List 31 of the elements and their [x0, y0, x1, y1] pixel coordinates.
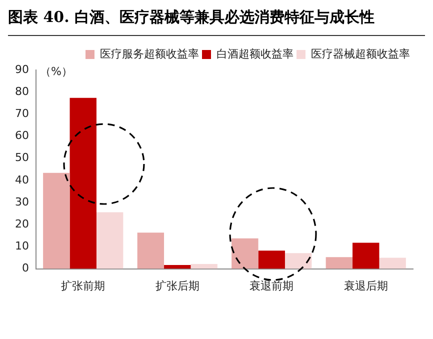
- y-tick-label: 60: [14, 129, 29, 142]
- bar: [379, 258, 406, 269]
- x-tick-label: 衰退前期: [250, 279, 294, 292]
- bar: [43, 172, 70, 269]
- bar: [232, 238, 258, 269]
- x-tick-label: 扩张前期: [61, 279, 106, 292]
- bar: [70, 98, 96, 269]
- x-tick-label: 衰退后期: [344, 279, 388, 292]
- legend-label: 医疗器械超额收益率: [311, 47, 410, 60]
- y-tick-label: 10: [14, 240, 29, 253]
- legend-label: 白酒超额收益率: [216, 47, 294, 60]
- y-tick-label: 30: [14, 195, 29, 208]
- bar: [164, 265, 191, 269]
- y-tick-label: 70: [14, 107, 29, 120]
- y-tick-label: 20: [14, 217, 29, 230]
- y-axis-title: （%）: [40, 64, 72, 78]
- y-tick-label: 0: [22, 262, 29, 275]
- y-tick-label: 40: [14, 173, 29, 186]
- y-tick-label: 50: [14, 151, 29, 164]
- bar: [326, 257, 353, 269]
- y-tick-label: 90: [14, 62, 29, 76]
- bar: [284, 253, 312, 269]
- bar: [190, 264, 218, 269]
- bar: [137, 232, 164, 269]
- bar: [96, 212, 124, 269]
- bar: [258, 250, 285, 269]
- y-tick-label: 80: [14, 84, 29, 98]
- x-tick-label: 扩张后期: [155, 279, 200, 292]
- bar: [352, 242, 380, 269]
- chart-title: 图表 40. 白酒、医疗器械等兼具必选消费特征与成长性: [8, 8, 425, 36]
- legend-label: 医疗服务超额收益率: [100, 47, 199, 60]
